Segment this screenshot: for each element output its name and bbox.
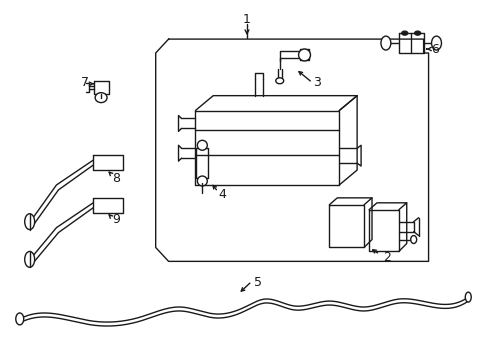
Ellipse shape <box>380 36 390 50</box>
Text: 9: 9 <box>112 213 120 226</box>
Text: 2: 2 <box>382 251 390 264</box>
Ellipse shape <box>16 313 24 325</box>
Ellipse shape <box>464 292 470 302</box>
Ellipse shape <box>197 176 207 186</box>
Ellipse shape <box>197 140 207 150</box>
Text: 5: 5 <box>253 276 262 289</box>
Text: 4: 4 <box>218 188 225 201</box>
Text: 1: 1 <box>243 13 250 26</box>
Text: 3: 3 <box>313 76 321 89</box>
Ellipse shape <box>25 251 35 267</box>
Text: 8: 8 <box>112 171 120 185</box>
Ellipse shape <box>95 93 107 103</box>
Ellipse shape <box>431 36 441 50</box>
Ellipse shape <box>275 78 283 84</box>
Ellipse shape <box>414 31 420 35</box>
Ellipse shape <box>25 214 35 230</box>
Ellipse shape <box>298 49 310 61</box>
Ellipse shape <box>401 31 407 35</box>
Text: 7: 7 <box>81 76 89 89</box>
Ellipse shape <box>410 235 416 243</box>
Text: 6: 6 <box>431 42 439 55</box>
